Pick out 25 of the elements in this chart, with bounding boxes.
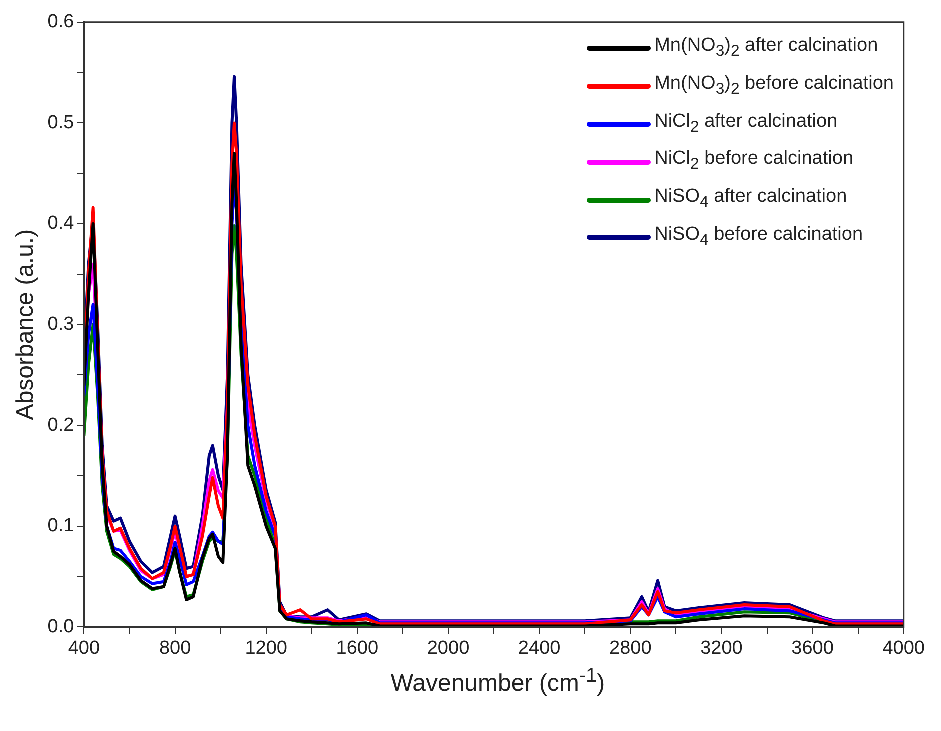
y-tick-label: 0.2 xyxy=(48,414,74,436)
x-tick-label: 2400 xyxy=(518,638,561,659)
x-tick-label: 2000 xyxy=(427,638,470,659)
x-tick-label: 1200 xyxy=(245,638,288,659)
x-axis-title: Wavenumber (cm$^{-1}$) xyxy=(390,665,606,698)
x-tick-label: 800 xyxy=(159,638,192,659)
y-axis-title: Absorbance (a.u.) xyxy=(12,229,40,420)
legend-label: NiCl$_{2}$ before calcination xyxy=(654,147,854,176)
y-tick-label: 0.5 xyxy=(48,112,74,134)
x-tick-label: 3200 xyxy=(700,638,743,659)
y-tick-label: 0.3 xyxy=(48,314,74,336)
y-tick-label: 0.4 xyxy=(48,213,75,234)
legend-label: NiSO$_{4}$ after calcination xyxy=(654,185,848,213)
x-tick-label: 400 xyxy=(68,638,100,659)
legend-label: Mn(NO$_{3}$)$_{2}$ after calcination xyxy=(654,34,878,62)
x-tick-label: 1600 xyxy=(336,638,379,659)
legend-label: NiSO$_{4}$ before calcination xyxy=(654,222,864,251)
legend-label: NiCl$_{2}$ after calcination xyxy=(654,110,838,138)
legend-label: Mn(NO$_{3}$)$_{2}$ before calcination xyxy=(654,72,894,100)
x-tick-label: 3600 xyxy=(792,638,834,659)
y-tick-label: 0.0 xyxy=(48,616,74,638)
y-tick-label: 0.1 xyxy=(48,516,74,537)
y-tick-label: 0.6 xyxy=(48,12,74,33)
x-tick-label: 4000 xyxy=(882,638,926,659)
x-tick-label: 2800 xyxy=(610,638,652,659)
